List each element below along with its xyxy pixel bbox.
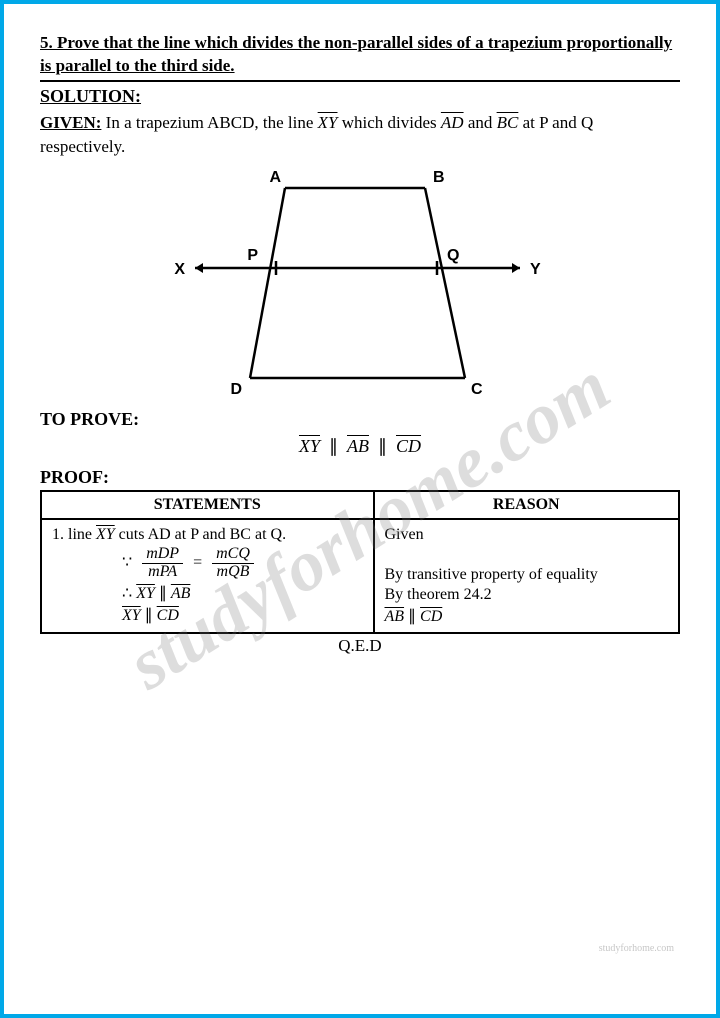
reasons-cell: Given By transitive property of equality… [374, 519, 680, 633]
s1seg: XY [96, 526, 115, 543]
trapezium-diagram: A B D C P Q X Y [165, 168, 555, 403]
solution-heading: SOLUTION: [40, 86, 680, 107]
reason-4: AB ∥ CD [385, 606, 669, 626]
small-watermark: studyforhome.com [599, 943, 674, 954]
frac2-den: mQB [212, 564, 254, 581]
given-label: GIVEN: [40, 113, 101, 132]
col-statements: STATEMENTS [41, 491, 374, 519]
page: 5. Prove that the line which divides the… [0, 0, 720, 1018]
s4a: XY [122, 607, 141, 624]
to-prove-expression: XY ∥ AB ∥ CD [40, 436, 680, 457]
given-text-3: and [464, 113, 497, 132]
frac1-num: mDP [142, 546, 183, 564]
table-row: 1. line XY cuts AD at P and BC at Q. ∵ m… [41, 519, 679, 633]
s1b: cuts AD at P and BC at Q. [115, 526, 286, 543]
segment-ad: AD [441, 113, 464, 132]
r4b: CD [420, 608, 442, 625]
svg-text:B: B [433, 169, 445, 186]
s3b: AB [171, 585, 191, 602]
svg-text:X: X [174, 261, 185, 278]
proof-table: STATEMENTS REASON 1. line XY cuts AD at … [40, 490, 680, 634]
statement-1: 1. line XY cuts AD at P and BC at Q. [52, 526, 363, 544]
segment-xy: XY [318, 113, 338, 132]
svg-text:Q: Q [447, 247, 459, 264]
fraction-1: mDP mPA [142, 546, 183, 581]
svg-text:Y: Y [530, 261, 541, 278]
fraction-2: mCQ mQB [212, 546, 254, 581]
s4b: CD [157, 607, 179, 624]
given-text-2: which divides [337, 113, 440, 132]
proof-heading: PROOF: [40, 467, 680, 488]
question-text: 5. Prove that the line which divides the… [40, 32, 680, 82]
reason-3: By theorem 24.2 [385, 586, 669, 604]
statements-cell: 1. line XY cuts AD at P and BC at Q. ∵ m… [41, 519, 374, 633]
svg-text:D: D [230, 381, 242, 398]
r4a: AB [385, 608, 405, 625]
table-row: STATEMENTS REASON [41, 491, 679, 519]
diagram-container: A B D C P Q X Y [40, 168, 680, 403]
reason-2: By transitive property of equality [385, 566, 669, 584]
given-block: GIVEN: In a trapezium ABCD, the line XY … [40, 111, 680, 159]
given-text-1: In a trapezium ABCD, the line [101, 113, 317, 132]
svg-text:C: C [471, 381, 483, 398]
statement-4: XY ∥ CD [52, 605, 363, 625]
tp-xy: XY [299, 436, 320, 456]
s3a: XY [136, 585, 155, 602]
reason-1: Given [385, 526, 669, 544]
svg-text:A: A [269, 169, 281, 186]
col-reason: REASON [374, 491, 680, 519]
s1a: 1. line [52, 526, 96, 543]
spacer [385, 546, 669, 564]
to-prove-heading: TO PROVE: [40, 409, 680, 430]
qed-text: Q.E.D [40, 636, 680, 656]
tp-cd: CD [396, 436, 421, 456]
svg-text:P: P [247, 247, 258, 264]
tp-ab: AB [347, 436, 369, 456]
statement-2: ∵ mDP mPA = mCQ mQB [52, 546, 363, 581]
segment-bc: BC [497, 113, 519, 132]
statement-3: ∴ XY ∥ AB [52, 583, 363, 603]
frac1-den: mPA [142, 564, 183, 581]
frac2-num: mCQ [212, 546, 254, 564]
